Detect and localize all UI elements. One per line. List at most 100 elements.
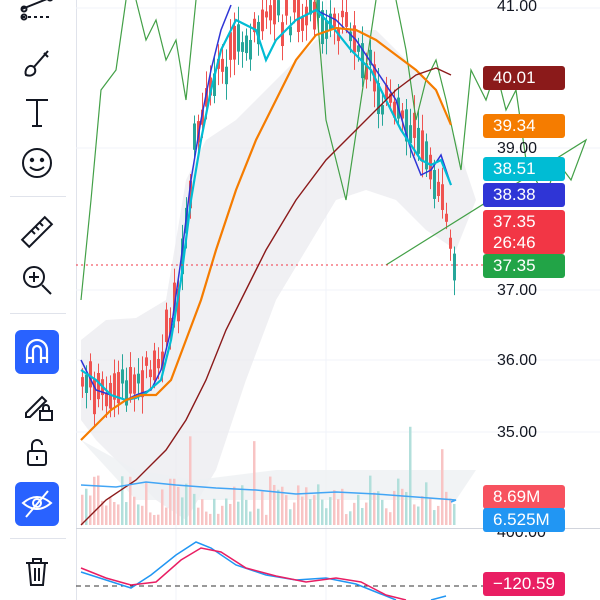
magnet-button[interactable] <box>15 330 59 374</box>
volume-bar <box>421 496 424 525</box>
volume-bar <box>353 502 356 525</box>
candle-body <box>153 350 156 381</box>
volume-bar <box>273 484 276 525</box>
trash-button[interactable] <box>12 550 62 594</box>
hide-drawings-button[interactable] <box>15 482 59 526</box>
ruler-icon <box>20 215 54 249</box>
volume-bar <box>165 507 168 525</box>
lock-drawings-button[interactable] <box>12 382 62 426</box>
candle-body <box>97 373 100 400</box>
volume-bar <box>245 499 248 525</box>
volume-bar <box>105 505 108 525</box>
zoom-in-button[interactable] <box>12 258 62 302</box>
candle-body <box>257 21 260 45</box>
brush-icon <box>24 50 49 77</box>
candle-body <box>105 393 108 407</box>
candle-body <box>113 373 116 400</box>
volume-bar <box>293 502 296 525</box>
volume-bar <box>113 502 116 525</box>
volume-bar <box>197 507 200 525</box>
ruler-button[interactable] <box>12 210 62 254</box>
candle-body <box>85 374 88 393</box>
price-chart[interactable] <box>76 0 600 600</box>
volume-bar <box>445 491 448 525</box>
unlock-button[interactable] <box>12 430 62 474</box>
volume-bar <box>109 496 112 525</box>
volume-bar <box>417 506 420 525</box>
candle-body <box>241 42 244 52</box>
price-axis-label: 39.00 <box>497 140 538 157</box>
pattern-tool-button[interactable] <box>12 0 62 34</box>
candle-body <box>297 0 300 32</box>
candle-body <box>393 101 396 118</box>
volume-bar <box>385 508 388 525</box>
volume-bar <box>289 509 292 525</box>
volume-bar <box>337 499 340 525</box>
volume-bar <box>281 486 284 525</box>
candle-body <box>273 0 276 25</box>
trash-icon <box>26 558 48 586</box>
toolbar-divider <box>10 196 66 197</box>
ma-orange-line <box>80 26 453 441</box>
candle-body <box>441 184 444 210</box>
hide-drawings-icon <box>21 490 53 518</box>
candle-body <box>201 109 204 125</box>
volume-bar <box>249 511 252 525</box>
ma-dark-tag: 40.01 <box>483 66 565 90</box>
candle-body <box>357 45 360 52</box>
volume-bar <box>365 502 368 525</box>
volume-ma-tag: 6.525M <box>483 508 565 532</box>
volume-bars <box>81 426 456 525</box>
candle-body <box>145 357 148 366</box>
candle-body <box>93 379 96 415</box>
volume-bar <box>189 436 192 525</box>
volume-bar <box>313 495 316 525</box>
volume-bar <box>201 499 204 525</box>
candle-body <box>129 367 132 394</box>
volume-bar <box>345 514 348 525</box>
candle-body <box>89 361 92 388</box>
volume-bar <box>169 478 172 525</box>
zoom-in-icon <box>23 266 52 295</box>
candle-body <box>349 31 352 42</box>
last-price-value: 37.35 <box>493 212 536 231</box>
last-price-tag: 37.35 26:46 <box>483 210 565 254</box>
candle-body <box>269 5 272 21</box>
brush-button[interactable] <box>12 42 62 86</box>
volume-bar <box>241 485 244 525</box>
volume-bar <box>429 497 432 525</box>
volume-bar <box>285 495 288 525</box>
volume-bar <box>397 478 400 525</box>
ma-orange-tag: 39.34 <box>483 114 565 138</box>
volume-bar <box>405 491 408 525</box>
ma-blue-tag: 38.38 <box>483 183 565 207</box>
candle-body <box>293 0 296 13</box>
volume-bar <box>225 498 228 525</box>
volume-bar <box>229 503 232 525</box>
candle-body <box>317 0 320 18</box>
candle-body <box>169 317 172 338</box>
volume-ma-line <box>80 481 457 503</box>
volume-bar <box>325 508 328 525</box>
volume-bar <box>261 491 264 525</box>
volume-bar <box>213 498 216 525</box>
candle-body <box>209 77 212 96</box>
price-axis-label: 37.00 <box>497 282 538 299</box>
candle-body <box>233 25 236 60</box>
candle-body <box>213 73 216 96</box>
volume-bar <box>437 505 440 525</box>
text-button[interactable] <box>12 90 62 134</box>
candle-body <box>277 0 280 16</box>
candle-body <box>437 181 440 197</box>
candle-body <box>165 309 168 343</box>
candle-body <box>177 288 180 322</box>
volume-bar <box>301 496 304 525</box>
volume-bar <box>449 498 452 525</box>
emoji-button[interactable] <box>12 141 62 185</box>
volume-bar <box>357 494 360 525</box>
pane-separator[interactable] <box>76 528 600 529</box>
volume-bar <box>89 495 92 525</box>
volume-bar <box>101 500 104 525</box>
candle-body <box>405 109 408 142</box>
volume-bar <box>181 497 184 525</box>
